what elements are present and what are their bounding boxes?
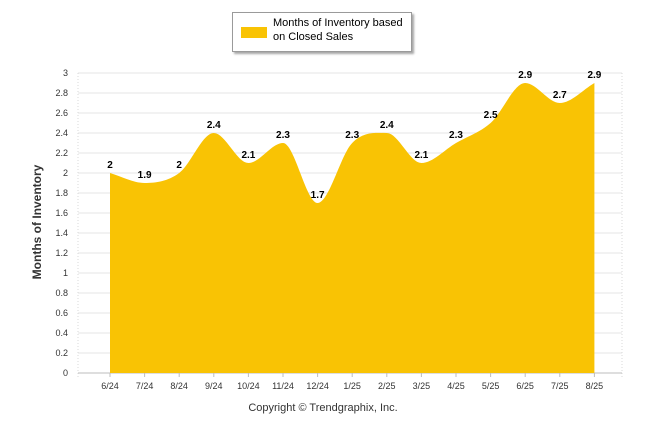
data-label: 2.5 [484,110,498,121]
data-labels: 2 1.9 2 2.4 2.1 2.3 1.7 2.3 2.4 2.1 2.3 2.5 2.9 2.7 2.… [107,70,602,201]
x-tick-label: 3/25 [413,381,431,391]
x-tick-label: 11/24 [272,381,294,391]
y-tick-label: 0.4 [55,328,68,338]
x-tick-label: 7/24 [136,381,154,391]
y-tick-label: 0.8 [55,288,68,298]
data-label: 2.1 [414,150,428,161]
x-tick-label: 8/25 [586,381,604,391]
x-tick-label: 9/24 [205,381,223,391]
y-tick-label: 1.6 [55,208,68,218]
legend-label-line2: on Closed Sales [273,31,354,43]
data-label: 2.3 [276,130,290,141]
y-tick-label: 0.6 [55,308,68,318]
legend-label-line1: Months of Inventory based [273,17,403,29]
data-label: 2 [107,160,113,171]
y-tick-label: 0.2 [55,348,68,358]
data-label: 2.9 [587,70,601,81]
data-label: 2 [176,160,182,171]
x-tick-label: 2/25 [378,381,396,391]
y-tick-label: 2.4 [55,128,68,138]
x-axis-ticks: 6/24 7/24 8/24 9/24 10/24 11/24 12/24 1/25 2/25 3… [101,373,603,391]
x-tick-label: 1/25 [343,381,361,391]
y-tick-label: 1.8 [55,188,68,198]
data-label: 1.9 [138,170,152,181]
y-tick-label: 2.8 [55,88,68,98]
legend-swatch [241,27,267,38]
data-label: 2.3 [449,130,463,141]
data-label: 2.9 [518,70,532,81]
data-label: 2.4 [380,120,394,131]
data-label: 2.4 [207,120,221,131]
x-tick-label: 7/25 [551,381,569,391]
x-tick-label: 6/24 [101,381,119,391]
x-tick-label: 6/25 [516,381,534,391]
data-label: 2.1 [241,150,255,161]
data-label: 2.7 [553,90,567,101]
y-axis-ticks: 0 0.2 0.4 0.6 0.8 1 1.2 1.4 1.6 1.8 2 2.2 2.4 2.6 2.8 3 [55,68,68,378]
x-tick-label: 5/25 [482,381,500,391]
y-tick-label: 1.4 [55,228,68,238]
y-tick-label: 2.2 [55,148,68,158]
area-fill [110,83,595,373]
x-tick-label: 10/24 [237,381,260,391]
x-tick-label: 4/25 [447,381,465,391]
copyright-text: Copyright © Trendgraphix, Inc. [248,402,398,414]
legend: Months of Inventory based on Closed Sale… [232,12,412,52]
x-tick-label: 8/24 [170,381,188,391]
y-tick-label: 2 [63,168,68,178]
data-label: 1.7 [311,190,325,201]
y-tick-label: 0 [63,368,68,378]
y-tick-label: 2.6 [55,108,68,118]
x-tick-label: 12/24 [306,381,329,391]
y-tick-label: 1.2 [55,248,68,258]
data-label: 2.3 [345,130,359,141]
y-tick-label: 3 [63,68,68,78]
legend-label: Months of Inventory based on Closed Sale… [273,16,409,44]
y-tick-label: 1 [63,268,68,278]
area-series [110,83,595,373]
y-axis-label: Months of Inventory [30,164,44,280]
